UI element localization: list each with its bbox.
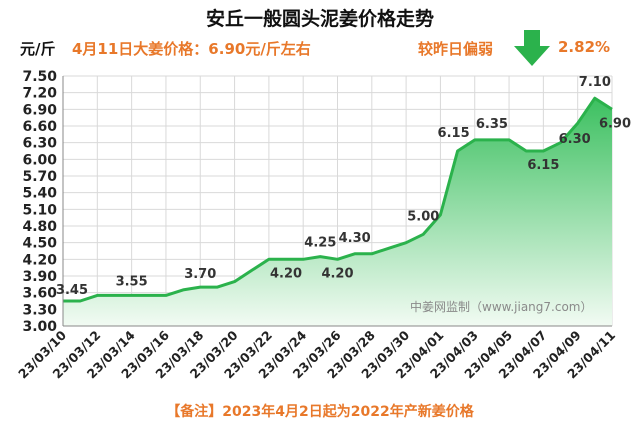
y-tick-label: 3.60 — [22, 286, 57, 302]
data-label: 3.70 — [184, 267, 216, 282]
y-tick-label: 4.20 — [22, 252, 57, 268]
unit-label: 元/斤 — [20, 40, 56, 58]
price-headline: 4月11日大姜价格：6.90元/斤左右 — [72, 40, 311, 58]
y-tick-label: 3.00 — [22, 319, 57, 335]
down-arrow-icon — [514, 30, 550, 66]
axes — [62, 76, 612, 327]
change-value: 2.82% — [558, 38, 611, 56]
data-label: 3.45 — [56, 283, 88, 298]
data-label: 4.20 — [321, 266, 353, 281]
y-tick-label: 4.50 — [22, 236, 57, 252]
y-tick-label: 5.40 — [22, 186, 57, 202]
data-label: 7.10 — [579, 75, 611, 90]
data-label: 6.90 — [599, 116, 631, 131]
y-tick-label: 6.60 — [22, 119, 57, 135]
y-tick-label: 7.50 — [22, 69, 57, 85]
watermark: 中姜网监制（www.jiang7.com） — [410, 299, 592, 314]
y-tick-label: 7.20 — [22, 86, 57, 102]
data-label: 5.00 — [407, 209, 439, 224]
y-tick-label: 6.30 — [22, 136, 57, 152]
series-line — [63, 96, 613, 303]
x-axis-ticks: 23/03/1023/03/1223/03/1423/03/1623/03/18… — [15, 327, 618, 381]
data-label: 6.15 — [527, 158, 559, 173]
y-tick-label: 3.30 — [22, 302, 57, 318]
y-tick-label: 5.70 — [22, 169, 57, 185]
data-label: 6.35 — [476, 117, 508, 132]
y-tick-label: 6.00 — [22, 152, 57, 168]
y-tick-label: 6.90 — [22, 102, 57, 118]
data-label: 4.30 — [339, 231, 371, 246]
data-labels: 3.453.55 3.70 4.204.254.204.305.006.156.35… — [56, 75, 631, 298]
data-label: 3.55 — [116, 274, 148, 289]
y-axis-ticks: 3.003.303.603.904.204.504.805.105.405.70… — [22, 69, 57, 335]
area-shape — [63, 98, 612, 326]
change-label: 较昨日偏弱 — [418, 40, 494, 58]
data-label: 4.20 — [270, 266, 302, 281]
data-label: 6.30 — [559, 132, 591, 147]
chart-title: 安丘一般圆头泥姜价格走势 — [205, 8, 434, 30]
footnote: 【备注】2023年4月2日起为2022年产新姜价格 — [166, 404, 474, 420]
data-label: 6.15 — [438, 126, 470, 141]
y-tick-label: 5.10 — [22, 202, 57, 218]
area-fill — [63, 96, 613, 326]
y-tick-label: 4.80 — [22, 219, 57, 235]
data-label: 4.25 — [304, 236, 336, 251]
y-tick-label: 3.90 — [22, 269, 57, 285]
